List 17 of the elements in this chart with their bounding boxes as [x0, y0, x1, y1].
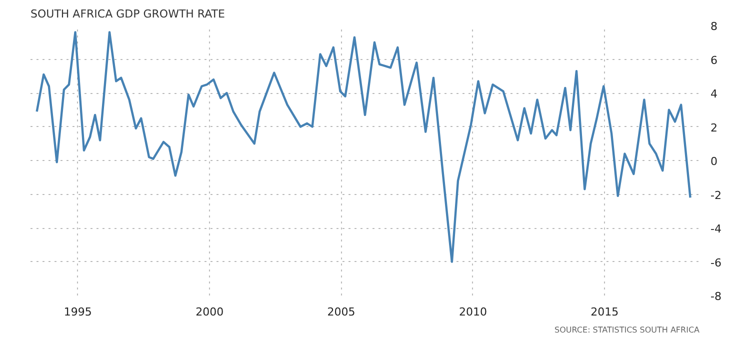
y-tick-label: 8	[710, 20, 718, 33]
chart-title: SOUTH AFRICA GDP GROWTH RATE	[30, 8, 226, 20]
y-tick-label: -6	[710, 256, 722, 270]
y-tick-label: 0	[710, 155, 718, 168]
y-tick-label: -4	[710, 222, 722, 236]
y-tick-label: 4	[710, 88, 718, 100]
x-tick-label: 2010	[458, 306, 487, 318]
x-tick-label: 1995	[64, 306, 92, 318]
x-tick-label: 2005	[327, 306, 356, 318]
x-tick-label: 2000	[196, 306, 224, 318]
y-tick-label: -2	[710, 188, 722, 202]
line-series	[36, 31, 692, 263]
y-tick-label: 2	[710, 121, 718, 134]
y-tick-label: 6	[710, 54, 718, 67]
x-tick-label: 2015	[590, 306, 619, 318]
y-tick-label: -8	[710, 290, 722, 303]
source-note: SOURCE: STATISTICS SOUTH AFRICA	[554, 326, 700, 334]
